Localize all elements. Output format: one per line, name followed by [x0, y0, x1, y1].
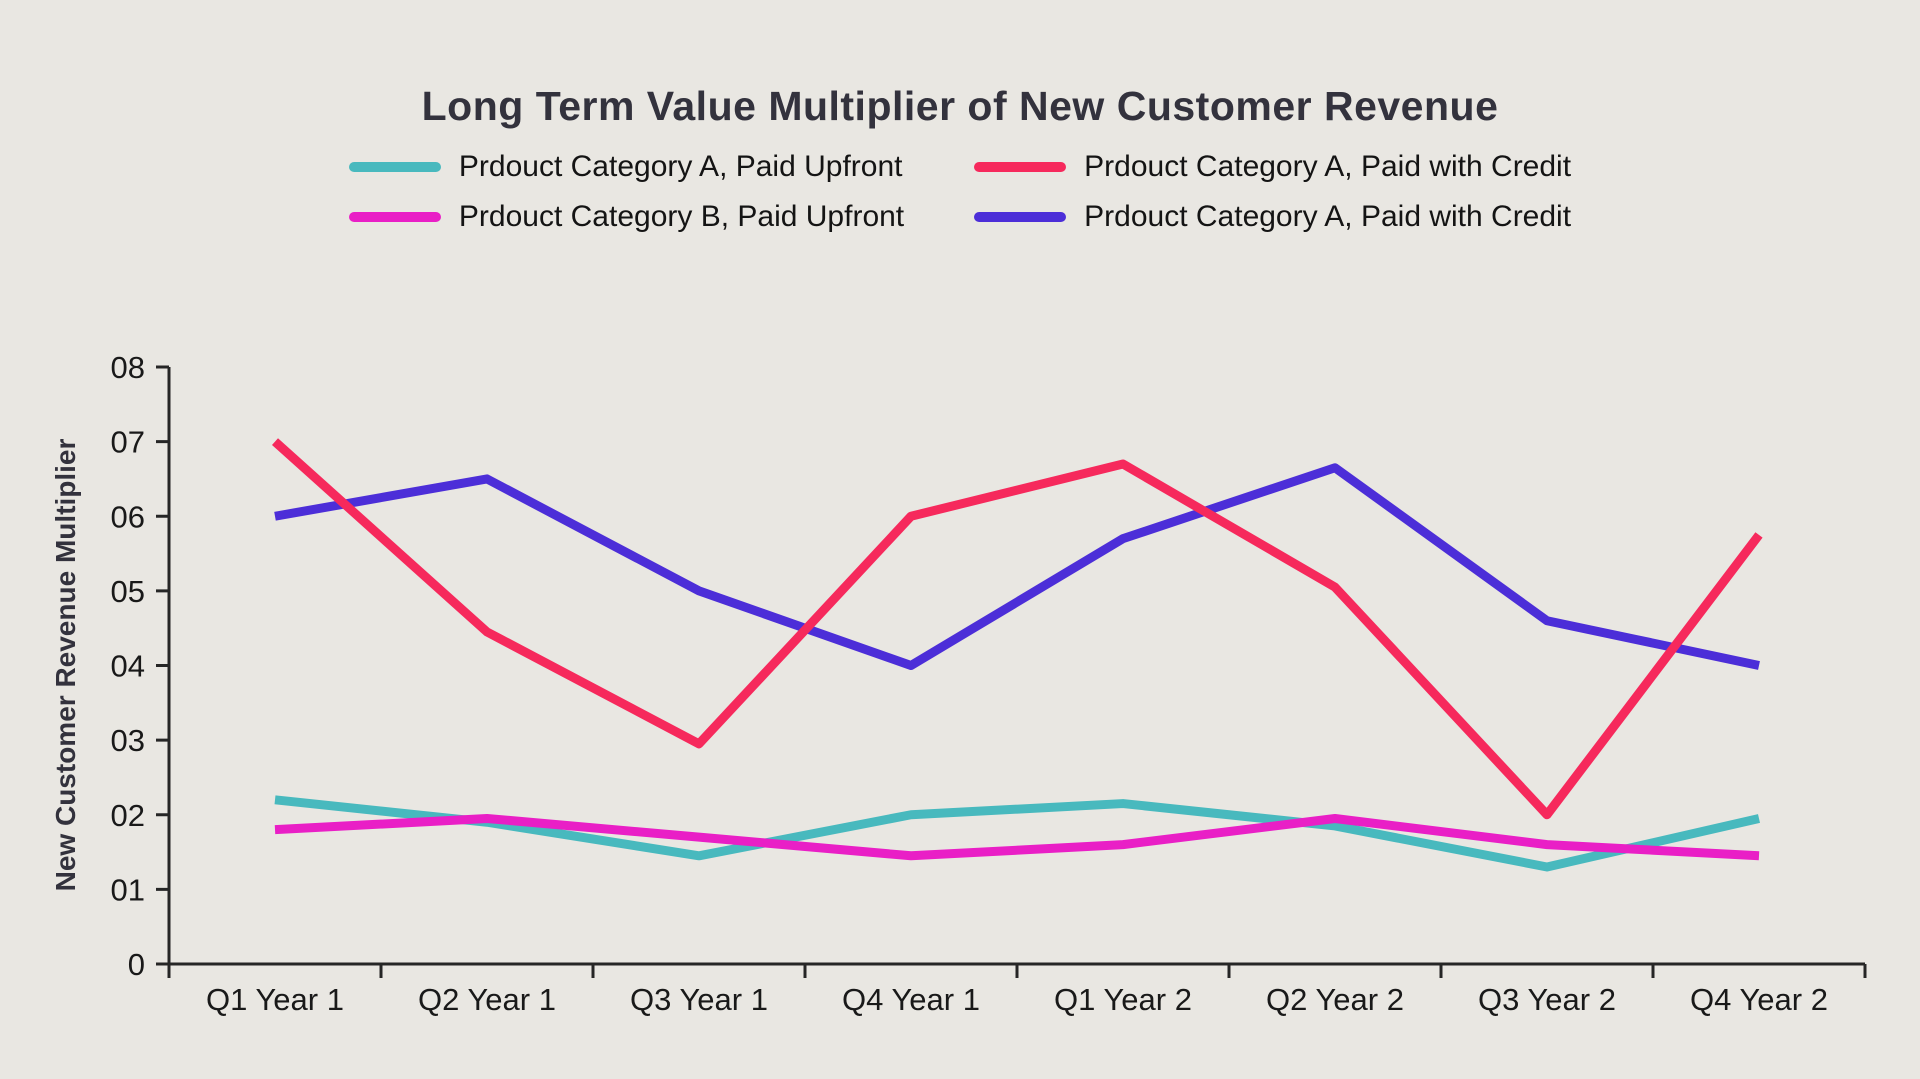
series-line-3 — [274, 463, 1760, 670]
legend-label: Prdouct Category A, Paid Upfront — [458, 150, 903, 183]
x-tick-label: Q3 Year 1 — [630, 982, 768, 1017]
legend-label: Prdouct Category B, Paid Upfront — [458, 200, 905, 233]
y-axis-title: New Customer Revenue Multiplier — [50, 439, 81, 892]
x-tick-label: Q3 Year 2 — [1478, 982, 1616, 1017]
x-tick-label: Q4 Year 2 — [1690, 982, 1828, 1017]
legend-item-0[interactable]: Prdouct Category A, Paid Upfront — [348, 150, 904, 184]
legend-item-1[interactable]: Prdouct Category A, Paid with Credit — [974, 150, 1571, 184]
x-tick-label: Q2 Year 1 — [418, 982, 556, 1017]
y-tick-label: 03 — [111, 723, 145, 758]
x-tick-label: Q1 Year 2 — [1054, 982, 1192, 1017]
series-line-0 — [274, 795, 1761, 872]
y-tick-label: 01 — [111, 872, 145, 907]
series-line-2 — [274, 813, 1760, 861]
legend-line-swatch — [974, 162, 1067, 172]
legend-label: Prdouct Category A, Paid with Credit — [1084, 150, 1572, 183]
y-tick-label: 04 — [111, 649, 145, 684]
legend-label: Prdouct Category A, Paid with Credit — [1084, 200, 1572, 233]
y-tick-label: 06 — [111, 499, 145, 534]
legend-line-swatch — [974, 212, 1067, 222]
legend-item-3[interactable]: Prdouct Category A, Paid with Credit — [974, 200, 1571, 234]
x-tick-label: Q1 Year 1 — [206, 982, 344, 1017]
x-tick-label: Q2 Year 2 — [1266, 982, 1404, 1017]
legend-line-swatch — [348, 162, 441, 172]
legend-line-swatch — [348, 212, 441, 222]
y-tick-label: 0 — [128, 947, 145, 982]
legend-grid: Prdouct Category A, Paid Upfront Prdouct … — [348, 150, 1571, 234]
y-tick-label: 05 — [111, 574, 145, 609]
y-tick-label: 02 — [111, 798, 145, 833]
series-line-1 — [271, 438, 1763, 820]
y-tick-label: 07 — [111, 425, 145, 460]
legend: Prdouct Category A, Paid Upfront Prdouct … — [0, 150, 1920, 234]
chart-title: Long Term Value Multiplier of New Custom… — [421, 83, 1499, 129]
y-tick-label: 08 — [111, 350, 145, 385]
legend-item-2[interactable]: Prdouct Category B, Paid Upfront — [348, 200, 905, 234]
x-tick-label: Q4 Year 1 — [842, 982, 980, 1017]
